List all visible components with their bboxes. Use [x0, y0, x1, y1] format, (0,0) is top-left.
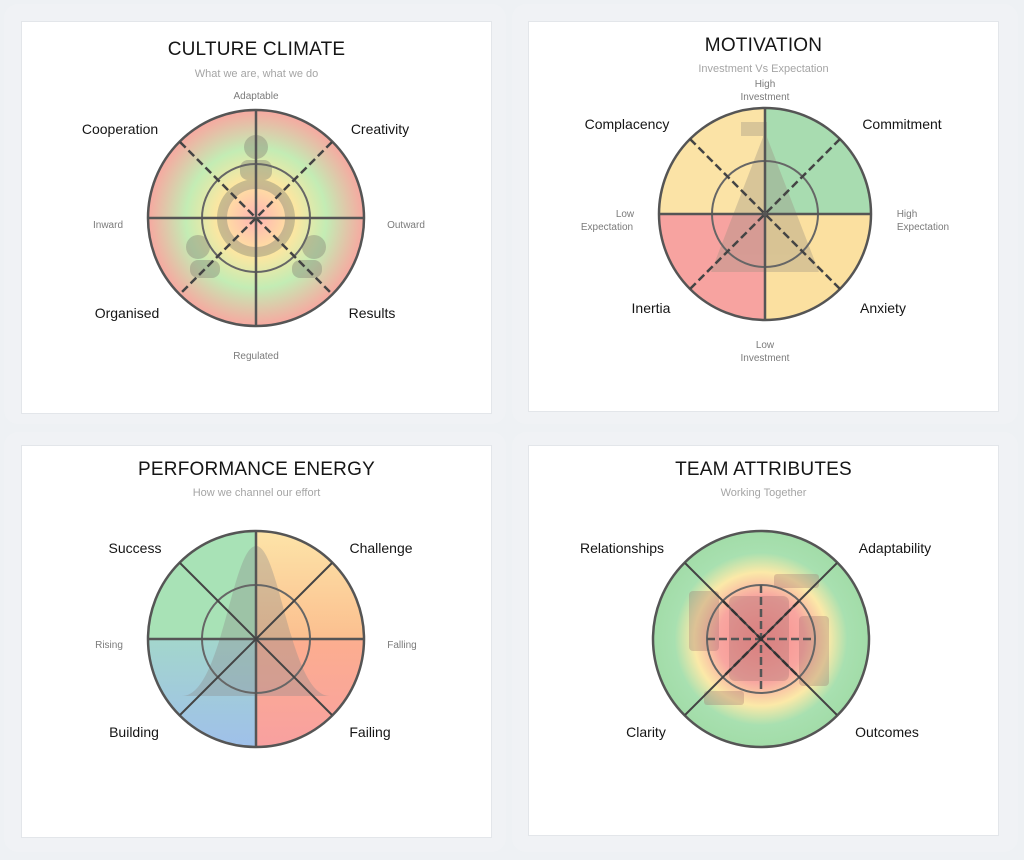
axis-label-right-line2: Expectation	[897, 222, 949, 233]
chart-title: TEAM ATTRIBUTES	[675, 459, 852, 480]
team-attributes-card: TEAM ATTRIBUTES Working Together	[529, 446, 998, 835]
quadrant-label-top-left: Complacency	[585, 116, 670, 132]
quadrant-label-bottom-right: Anxiety	[860, 300, 906, 316]
quadrant-label-top-left: Success	[109, 540, 162, 556]
axis-label-left: Inward	[93, 220, 123, 231]
quadrant-label-top-left: Relationships	[580, 540, 664, 556]
motivation-card: MOTIVATION Investment Vs Expectation Com…	[529, 22, 998, 411]
motivation-wheel: Complacency Commitment Inertia Anxiety H…	[581, 79, 949, 364]
outer-ring	[651, 529, 871, 749]
performance-energy-wheel: Success Challenge Building Failing Risin…	[95, 529, 417, 749]
axis-label-left-line1: Low	[616, 209, 635, 220]
quadrant-label-top-right: Adaptability	[859, 540, 931, 556]
chart-subtitle: What we are, what we do	[194, 68, 319, 80]
chart-title: CULTURE CLIMATE	[167, 39, 346, 60]
chart-title: PERFORMANCE ENERGY	[138, 459, 375, 480]
axis-label-bottom-line2: Investment	[741, 353, 790, 364]
quadrant-label-bottom-left: Clarity	[626, 724, 666, 740]
axis-label-right: Outward	[387, 220, 425, 231]
quadrant-label-bottom-left: Organised	[95, 305, 160, 321]
diagonal-solid	[179, 562, 333, 716]
axis-label-right-line1: High	[897, 209, 918, 220]
quadrant-label-top-right: Challenge	[349, 540, 412, 556]
axis-label-left-line2: Expectation	[581, 222, 633, 233]
quadrant-label-bottom-right: Outcomes	[855, 724, 919, 740]
culture-climate-wheel: Cooperation Creativity Organised Results…	[82, 91, 425, 362]
culture-climate-card: CULTURE CLIMATE What we are, what we do	[22, 22, 491, 413]
axis-label-left: Rising	[95, 640, 123, 651]
axis-label-bottom-line1: Low	[756, 340, 775, 351]
axis-label-top-line2: Investment	[741, 92, 790, 103]
chart-subtitle: How we channel our effort	[192, 487, 321, 499]
quadrant-label-bottom-right: Failing	[349, 724, 390, 740]
diagonal-dashed	[722, 600, 800, 678]
chart-title: MOTIVATION	[704, 35, 823, 56]
axis-label-right: Falling	[387, 640, 416, 651]
quadrant-label-bottom-left: Inertia	[632, 300, 671, 316]
chart-subtitle: Working Together	[720, 487, 807, 499]
axis-label-top-line1: High	[755, 79, 776, 90]
axis-label-top: Adaptable	[233, 91, 278, 102]
performance-energy-card: PERFORMANCE ENERGY How we channel our ef…	[22, 446, 491, 837]
chart-subtitle: Investment Vs Expectation	[698, 63, 829, 75]
quadrant-label-top-left: Cooperation	[82, 121, 158, 137]
axis-label-bottom: Regulated	[233, 351, 279, 362]
quadrant-label-bottom-left: Building	[109, 724, 159, 740]
team-attributes-wheel: Relationships Adaptability Clarity Outco…	[580, 529, 931, 749]
quadrant-label-top-right: Commitment	[862, 116, 941, 132]
quadrant-label-bottom-right: Results	[349, 305, 396, 321]
quadrant-label-top-right: Creativity	[351, 121, 409, 137]
